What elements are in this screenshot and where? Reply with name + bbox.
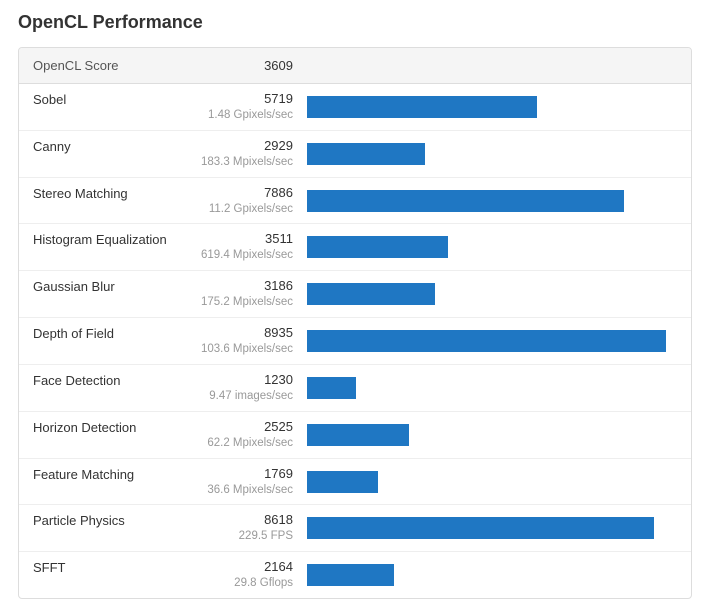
- bar-fill: [307, 190, 624, 212]
- bar-fill: [307, 377, 356, 399]
- benchmark-name: Depth of Field: [33, 325, 201, 343]
- benchmark-row: SFFT216429.8 Gflops: [19, 552, 691, 598]
- benchmark-row: Particle Physics8618229.5 FPS: [19, 505, 691, 552]
- bar-track: [307, 424, 677, 446]
- benchmark-row: Face Detection12309.47 images/sec: [19, 365, 691, 412]
- bar-track: [307, 96, 677, 118]
- benchmark-subtext: 183.3 Mpixels/sec: [201, 155, 293, 170]
- bar-track: [307, 517, 677, 539]
- bar-fill: [307, 564, 394, 586]
- benchmark-row: Gaussian Blur3186175.2 Mpixels/sec: [19, 271, 691, 318]
- benchmark-score: 3186: [201, 278, 293, 295]
- bar-track: [307, 471, 677, 493]
- benchmark-row: Canny2929183.3 Mpixels/sec: [19, 131, 691, 178]
- bar-track: [307, 377, 677, 399]
- bar-fill: [307, 424, 409, 446]
- benchmark-score: 8618: [239, 512, 293, 529]
- benchmark-name: Stereo Matching: [33, 185, 209, 203]
- bar-track: [307, 564, 677, 586]
- benchmark-name: Sobel: [33, 91, 208, 109]
- bar-fill: [307, 471, 378, 493]
- benchmark-score: 1230: [209, 372, 293, 389]
- bar-fill: [307, 283, 435, 305]
- benchmark-row: Sobel57191.48 Gpixels/sec: [19, 84, 691, 131]
- benchmark-row: Horizon Detection252562.2 Mpixels/sec: [19, 412, 691, 459]
- bar-track: [307, 143, 677, 165]
- benchmark-subtext: 62.2 Mpixels/sec: [207, 436, 293, 451]
- bar-fill: [307, 96, 537, 118]
- benchmark-score: 2525: [207, 419, 293, 436]
- bar-track: [307, 236, 677, 258]
- benchmark-row: Feature Matching176936.6 Mpixels/sec: [19, 459, 691, 506]
- bar-fill: [307, 236, 448, 258]
- benchmark-row: Depth of Field8935103.6 Mpixels/sec: [19, 318, 691, 365]
- bar-fill: [307, 143, 425, 165]
- bar-fill: [307, 517, 654, 539]
- benchmark-score: 8935: [201, 325, 293, 342]
- benchmark-row: Histogram Equalization3511619.4 Mpixels/…: [19, 224, 691, 271]
- benchmark-subtext: 175.2 Mpixels/sec: [201, 295, 293, 310]
- bar-fill: [307, 330, 666, 352]
- section-title: OpenCL Performance: [18, 12, 692, 33]
- benchmark-name: Gaussian Blur: [33, 278, 201, 296]
- benchmark-name: SFFT: [33, 559, 234, 577]
- benchmark-name: Face Detection: [33, 372, 209, 390]
- benchmark-name: Particle Physics: [33, 512, 239, 530]
- benchmark-score: 1769: [207, 466, 293, 483]
- benchmark-subtext: 36.6 Mpixels/sec: [207, 483, 293, 498]
- header-label: OpenCL Score: [33, 58, 119, 73]
- bar-track: [307, 330, 677, 352]
- benchmark-name: Histogram Equalization: [33, 231, 201, 249]
- benchmark-score: 2164: [234, 559, 293, 576]
- benchmark-name: Horizon Detection: [33, 419, 207, 437]
- bar-track: [307, 283, 677, 305]
- header-row: OpenCL Score 3609: [19, 48, 691, 84]
- benchmark-subtext: 619.4 Mpixels/sec: [201, 248, 293, 263]
- benchmark-subtext: 11.2 Gpixels/sec: [209, 202, 293, 217]
- benchmark-score: 2929: [201, 138, 293, 155]
- benchmark-row: Stereo Matching788611.2 Gpixels/sec: [19, 178, 691, 225]
- benchmark-subtext: 103.6 Mpixels/sec: [201, 342, 293, 357]
- benchmark-subtext: 1.48 Gpixels/sec: [208, 108, 293, 123]
- bar-track: [307, 190, 677, 212]
- benchmark-panel: OpenCL Score 3609 Sobel57191.48 Gpixels/…: [18, 47, 692, 599]
- benchmark-name: Canny: [33, 138, 201, 156]
- benchmark-score: 3511: [201, 231, 293, 248]
- benchmark-score: 5719: [208, 91, 293, 108]
- benchmark-subtext: 29.8 Gflops: [234, 576, 293, 591]
- benchmark-subtext: 9.47 images/sec: [209, 389, 293, 404]
- benchmark-name: Feature Matching: [33, 466, 207, 484]
- header-score: 3609: [264, 58, 293, 73]
- benchmark-score: 7886: [209, 185, 293, 202]
